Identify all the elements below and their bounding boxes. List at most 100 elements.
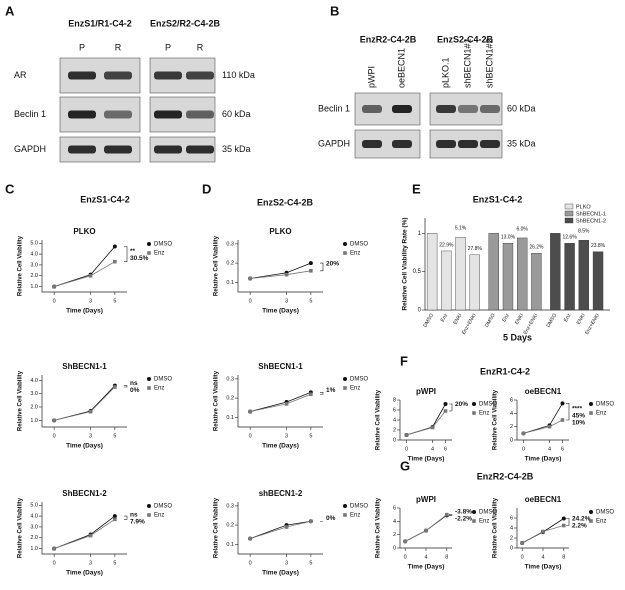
point [248,276,252,281]
chart-title: oeBECN1 [525,495,562,504]
x-tick-label: 0 [522,446,525,452]
annotation: 24.2% [572,516,591,523]
legend-label: Enz [154,513,164,519]
x-tick-label: DMSO [484,313,497,329]
legend-marker [147,504,151,508]
band [458,105,478,113]
x-axis-label: Time (Days) [262,570,299,577]
x-axis-label: Time (Days) [66,443,103,450]
legend-marker [343,242,347,246]
band [154,145,182,154]
size-label: 35 kDa [507,138,536,148]
legend-marker [472,510,476,514]
y-tick-label: 0.1 [226,542,234,548]
y-tick-label: 3.0 [30,524,38,530]
lane-label: P [165,42,171,52]
point [521,431,526,436]
series-line [54,261,116,287]
annotation: -3.8% [455,509,472,516]
point [309,392,313,397]
annotation: ** [130,248,136,255]
row-label: Beclin 1 [14,109,46,119]
y-tick-label: 0.3 [226,241,234,247]
annotation: 27.8% [468,246,483,252]
x-tick-label: 3 [89,433,92,439]
bar [488,233,499,311]
y-tick-label: 0.2 [226,396,234,402]
x-tick-label: 5 [309,560,312,566]
lane-label: pLKO.1 [440,57,450,88]
size-label: 35 kDa [222,144,251,154]
annotation: ns [130,380,138,387]
y-tick-label: 4.0 [30,252,38,258]
series-line [250,262,312,279]
x-axis-label: 5 Days [503,332,532,342]
point [248,536,252,541]
legend-marker [147,386,151,390]
x-tick-label: 0 [53,298,56,304]
annotation: 8.5% [578,229,590,235]
x-tick-label: 4 [431,446,434,452]
band [436,140,456,148]
bar [455,236,466,311]
point [309,519,313,524]
x-tick-label: 8 [445,554,448,560]
annotation: 12.6% [562,235,577,241]
x-tick-label: ENKI [576,313,587,326]
y-tick-label: 4 [393,417,396,423]
x-tick-label: 4 [424,554,427,560]
band [68,71,96,80]
y-tick-label: 8 [393,397,396,403]
point [248,409,252,414]
point [424,528,428,533]
x-tick-label: 0 [521,554,524,560]
row-label: Beclin 1 [318,103,350,113]
x-tick-label: 5 [113,560,116,566]
y-axis-label: Relative Cell Viability [18,497,24,558]
point [284,272,289,277]
series-line [54,385,116,421]
point [430,425,435,430]
chart-title: ShBECN1-2 [62,489,107,498]
x-tick-label: 4 [548,446,551,452]
legend-swatch [564,203,574,210]
legend-label: Enz [596,519,606,525]
y-tick-label: 3.0 [30,262,38,268]
size-label: 60 kDa [222,109,251,119]
size-label: 60 kDa [507,103,536,113]
chart-title: pWPI [416,495,436,504]
bracket [124,515,128,520]
y-tick-label: 0.5 [413,269,422,275]
bar [502,243,514,311]
band [480,140,500,148]
band [458,140,478,148]
axis [399,508,452,549]
point [112,514,117,519]
y-tick-label: 2.0 [30,535,38,541]
legend-marker [343,251,347,255]
point [403,539,407,544]
band [186,71,214,80]
x-tick-label: 4 [541,554,544,560]
point [560,401,565,406]
band [186,110,214,119]
point [309,269,313,273]
x-axis-label: Time (Days) [66,308,103,315]
y-axis-label: Relative Cell Viability [376,389,382,450]
legend-label: DMSO [479,402,497,408]
y-tick-label: 4 [510,411,513,417]
bar [426,233,438,311]
x-tick-label: 6 [561,446,564,452]
blot-group: EnzR2-C4-2B [360,34,417,44]
y-axis-label: Relative Cell Viability [18,235,24,296]
legend-marker [343,377,347,381]
y-tick-label: 2 [510,535,513,541]
point [88,273,93,278]
band [362,140,382,148]
series-line [54,386,116,421]
x-tick-label: 8 [562,554,565,560]
legend-marker [343,504,347,508]
y-tick-label: 0 [510,545,513,551]
point [561,516,566,521]
legend-label: Enz [350,386,360,392]
